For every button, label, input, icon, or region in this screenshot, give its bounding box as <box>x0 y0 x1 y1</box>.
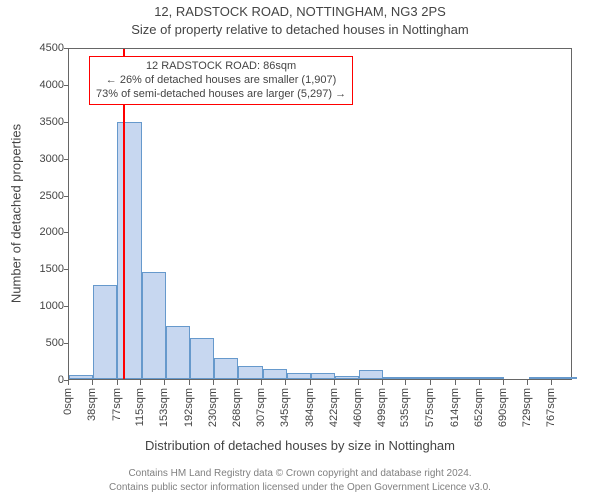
x-tick-mark <box>503 380 504 385</box>
x-tick-label: 192sqm <box>183 388 195 427</box>
x-tick-mark <box>358 380 359 385</box>
y-tick-label: 3500 <box>40 116 64 128</box>
chart-title: 12, RADSTOCK ROAD, NOTTINGHAM, NG3 2PS <box>0 4 600 19</box>
histogram-bar <box>238 366 262 379</box>
histogram-bar <box>142 272 166 379</box>
x-tick-mark <box>189 380 190 385</box>
x-tick-mark <box>92 380 93 385</box>
info-line-1: 12 RADSTOCK ROAD: 86sqm <box>96 60 346 74</box>
x-tick-label: 77sqm <box>111 388 123 421</box>
x-tick-label: 690sqm <box>497 388 509 427</box>
footer-line-2: Contains public sector information licen… <box>0 482 600 493</box>
y-tick-label: 2500 <box>40 190 64 202</box>
x-tick-label: 652sqm <box>473 388 485 427</box>
x-tick-mark <box>140 380 141 385</box>
histogram-bar <box>190 338 214 379</box>
x-tick-label: 0sqm <box>62 388 74 415</box>
x-tick-label: 38sqm <box>86 388 98 421</box>
x-tick-mark <box>455 380 456 385</box>
y-tick-label: 1000 <box>40 300 64 312</box>
histogram-bar <box>432 377 456 379</box>
x-tick-mark <box>430 380 431 385</box>
x-tick-mark <box>527 380 528 385</box>
plot-area: 12 RADSTOCK ROAD: 86sqm ← 26% of detache… <box>68 48 572 380</box>
histogram-bar <box>408 377 432 379</box>
x-tick-label: 729sqm <box>521 388 533 427</box>
x-tick-mark <box>382 380 383 385</box>
info-line-3: 73% of semi-detached houses are larger (… <box>96 88 346 102</box>
x-tick-mark <box>405 380 406 385</box>
y-tick-mark <box>64 232 69 233</box>
y-tick-label: 500 <box>46 337 64 349</box>
x-tick-label: 384sqm <box>304 388 316 427</box>
histogram-bar <box>480 377 504 379</box>
y-tick-mark <box>64 159 69 160</box>
histogram-bar <box>69 375 93 379</box>
x-tick-label: 460sqm <box>352 388 364 427</box>
y-tick-mark <box>64 48 69 49</box>
y-tick-label: 3000 <box>40 153 64 165</box>
y-tick-mark <box>64 196 69 197</box>
x-tick-mark <box>551 380 552 385</box>
x-axis-label: Distribution of detached houses by size … <box>0 438 600 453</box>
y-tick-mark <box>64 343 69 344</box>
x-tick-mark <box>213 380 214 385</box>
x-tick-mark <box>164 380 165 385</box>
x-tick-label: 230sqm <box>207 388 219 427</box>
x-tick-mark <box>285 380 286 385</box>
x-axis: 0sqm38sqm77sqm115sqm153sqm192sqm230sqm26… <box>68 380 572 440</box>
histogram-bar <box>166 326 190 379</box>
histogram-bar <box>287 373 311 379</box>
y-tick-label: 2000 <box>40 226 64 238</box>
x-tick-mark <box>479 380 480 385</box>
x-tick-label: 614sqm <box>449 388 461 427</box>
x-tick-mark <box>117 380 118 385</box>
x-tick-mark <box>334 380 335 385</box>
histogram-bar <box>335 376 359 379</box>
y-tick-mark <box>64 85 69 86</box>
x-tick-mark <box>237 380 238 385</box>
x-tick-label: 268sqm <box>231 388 243 427</box>
x-tick-mark <box>310 380 311 385</box>
histogram-bar <box>529 377 553 379</box>
x-tick-label: 153sqm <box>158 388 170 427</box>
histogram-bar <box>456 377 480 379</box>
y-tick-mark <box>64 306 69 307</box>
x-tick-mark <box>261 380 262 385</box>
x-tick-label: 115sqm <box>134 388 146 426</box>
chart-container: 12, RADSTOCK ROAD, NOTTINGHAM, NG3 2PS S… <box>0 0 600 500</box>
histogram-bar <box>359 370 383 379</box>
histogram-bar <box>383 377 407 379</box>
chart-subtitle: Size of property relative to detached ho… <box>0 22 600 37</box>
histogram-bar <box>214 358 238 379</box>
info-box: 12 RADSTOCK ROAD: 86sqm ← 26% of detache… <box>89 56 353 105</box>
histogram-bar <box>93 285 117 379</box>
x-tick-label: 535sqm <box>399 388 411 427</box>
x-tick-mark <box>68 380 69 385</box>
y-axis-label: Number of detached properties <box>9 48 24 380</box>
histogram-bar <box>311 373 335 379</box>
info-line-2: ← 26% of detached houses are smaller (1,… <box>96 74 346 88</box>
y-tick-mark <box>64 122 69 123</box>
y-tick-mark <box>64 269 69 270</box>
histogram-bar <box>553 377 577 379</box>
x-tick-label: 422sqm <box>328 388 340 427</box>
footer-line-1: Contains HM Land Registry data © Crown c… <box>0 468 600 479</box>
histogram-bar <box>263 369 287 379</box>
x-tick-label: 767sqm <box>545 388 557 427</box>
histogram-bar <box>117 122 141 379</box>
y-tick-label: 4000 <box>40 79 64 91</box>
x-tick-label: 499sqm <box>376 388 388 427</box>
x-tick-label: 575sqm <box>424 388 436 427</box>
x-tick-label: 345sqm <box>279 388 291 427</box>
y-tick-label: 1500 <box>40 263 64 275</box>
y-tick-label: 4500 <box>40 42 64 54</box>
x-tick-label: 307sqm <box>255 388 267 427</box>
